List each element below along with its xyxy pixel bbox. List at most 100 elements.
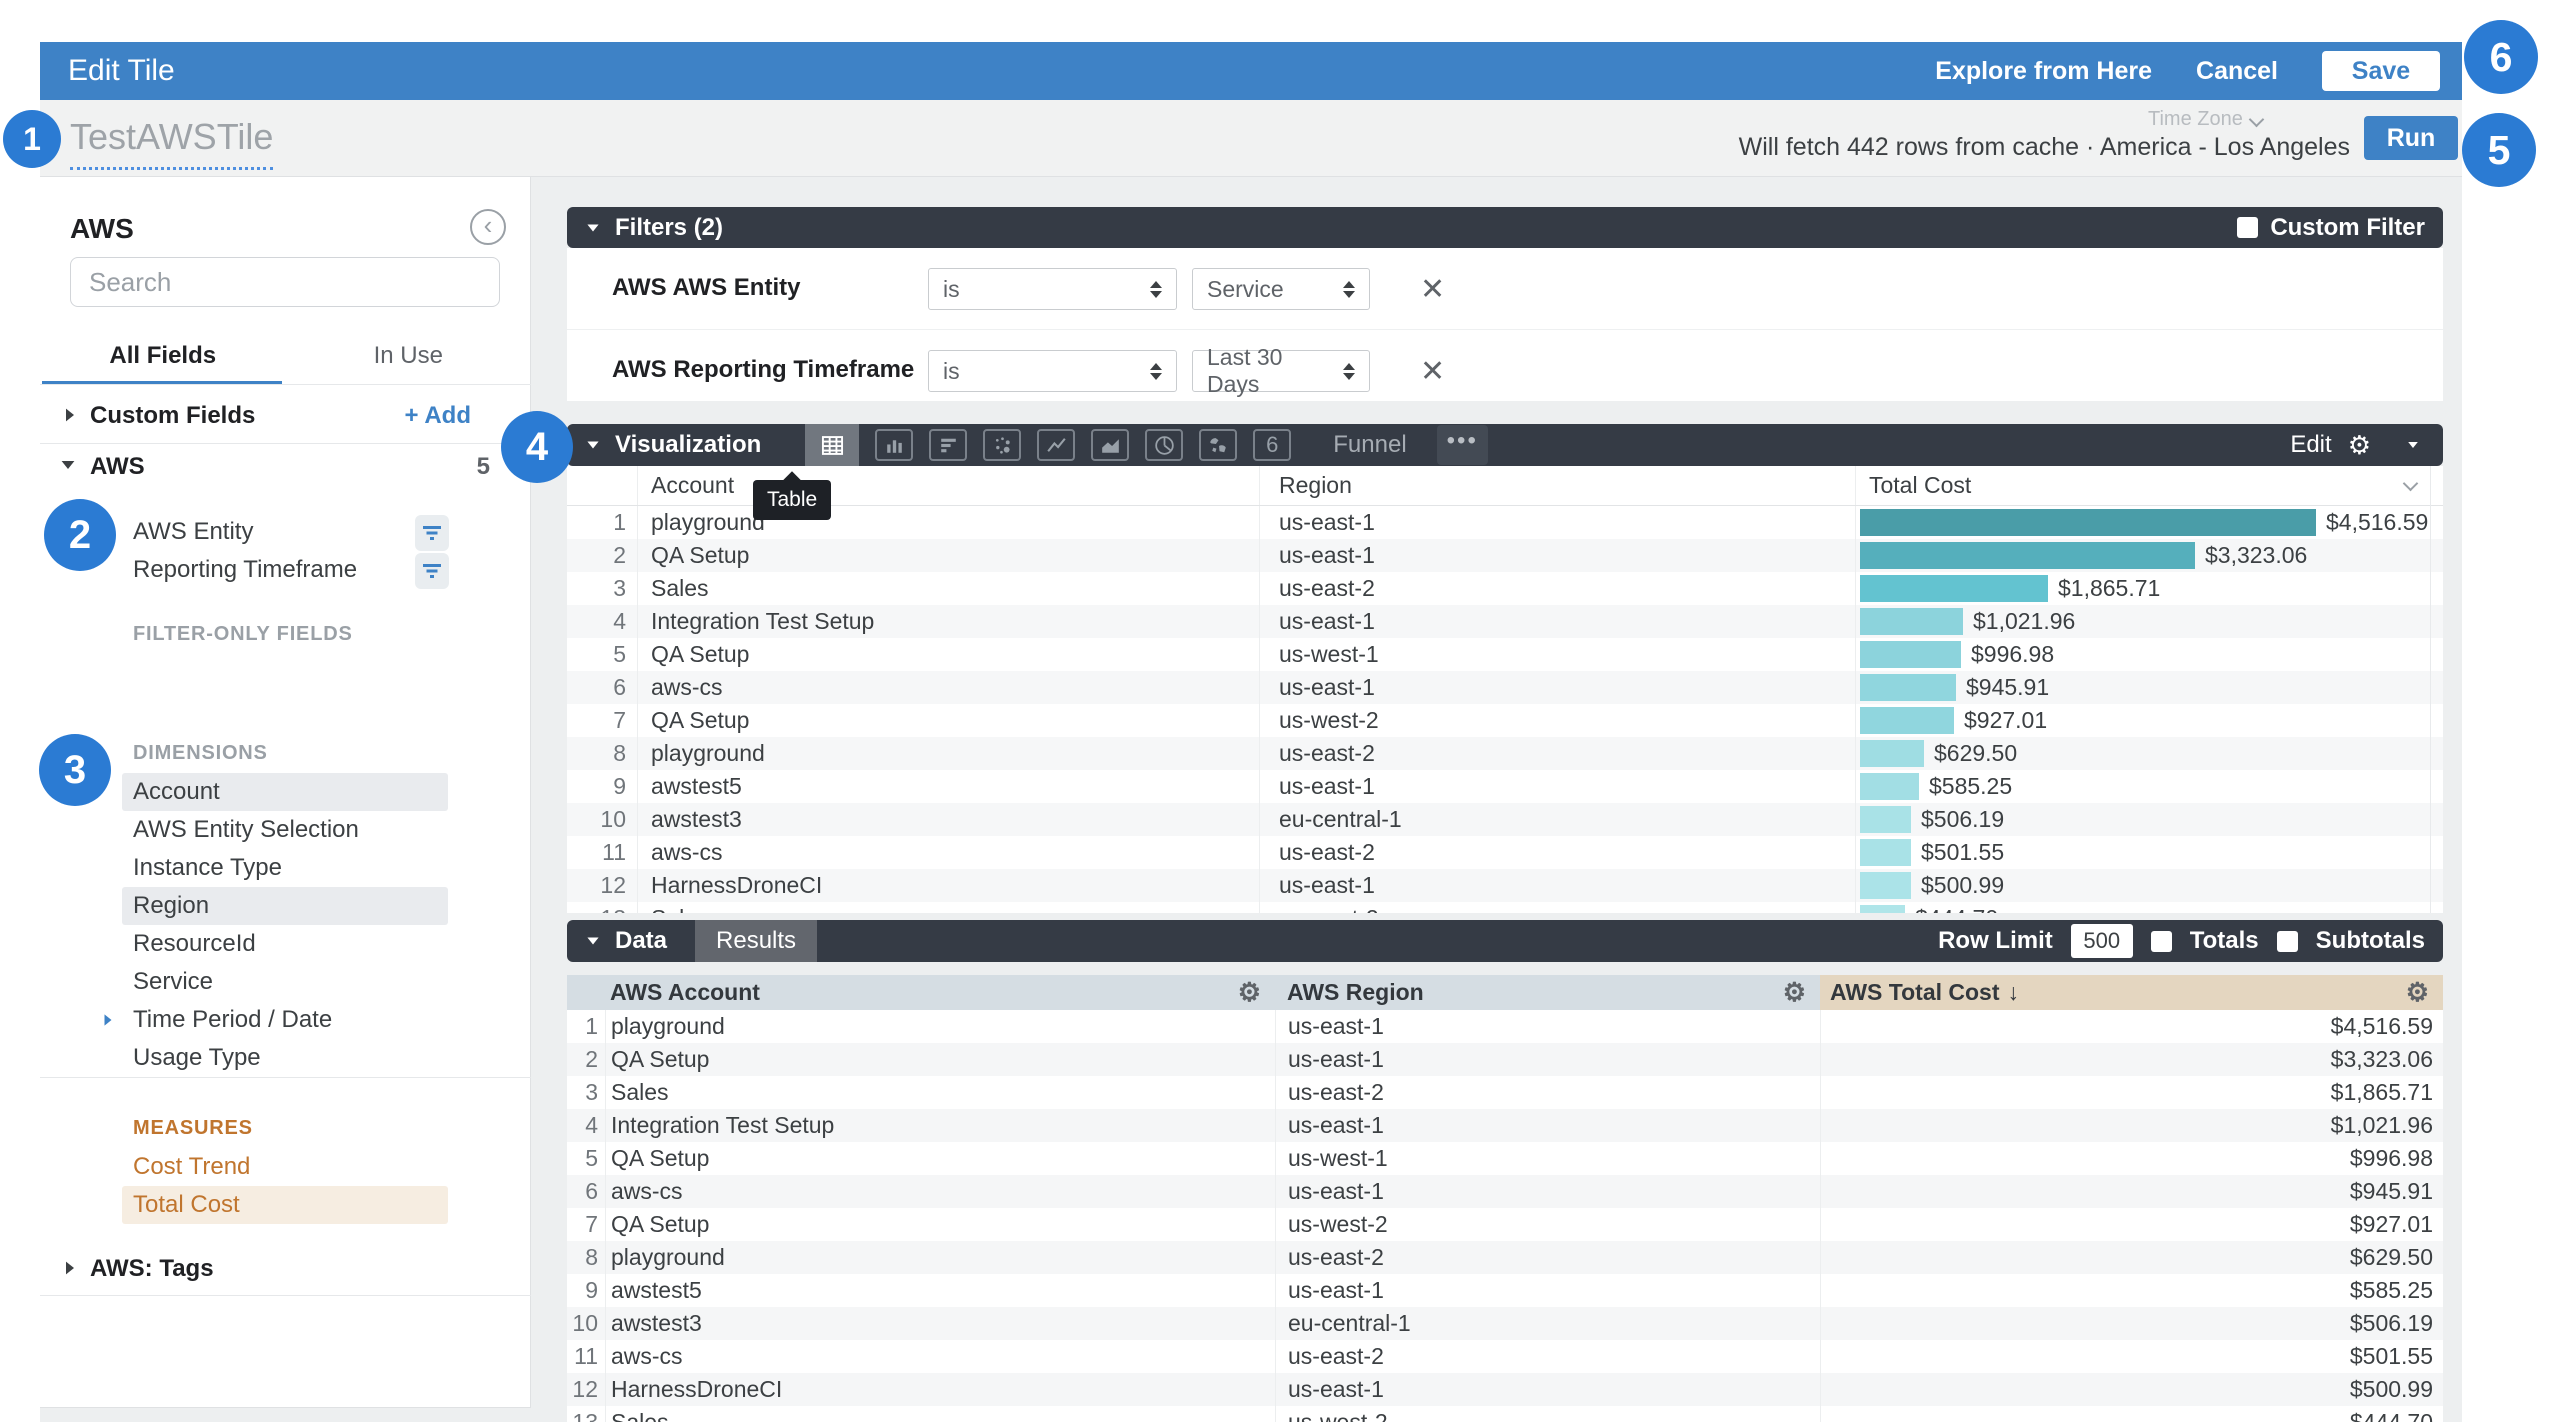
filter-value-select[interactable]: Last 30 Days	[1192, 344, 1370, 397]
cell-total-cost[interactable]: $3,323.06	[1820, 1043, 2443, 1076]
cell-account[interactable]: aws-cs	[637, 671, 1259, 704]
cell-total-cost[interactable]: $501.55	[1820, 1340, 2443, 1373]
cell-total-cost[interactable]: $927.01	[1855, 704, 2443, 737]
cell-total-cost[interactable]: $629.50	[1820, 1241, 2443, 1274]
data-section-bar[interactable]: Data Results Row Limit Totals Subtotals	[567, 920, 2443, 962]
cell-region[interactable]: us-east-1	[1259, 770, 1855, 803]
table-row[interactable]: 9 awstest5 us-east-1 $585.25	[567, 770, 2443, 803]
chevron-down-icon[interactable]	[2408, 442, 2418, 448]
cell-total-cost[interactable]: $945.91	[1820, 1175, 2443, 1208]
cell-region[interactable]: us-east-1	[1275, 1010, 1820, 1043]
cell-region[interactable]: eu-central-1	[1259, 803, 1855, 836]
cell-account[interactable]: playground	[637, 737, 1259, 770]
area-chart-icon[interactable]	[1091, 429, 1130, 461]
gear-icon[interactable]	[2406, 977, 2429, 1008]
cell-account[interactable]: QA Setup	[637, 704, 1259, 737]
cell-total-cost[interactable]: $585.25	[1855, 770, 2443, 803]
cell-account[interactable]: Integration Test Setup	[605, 1109, 1275, 1142]
gear-icon[interactable]	[1783, 977, 1806, 1008]
data-col-aws-region[interactable]: AWS Region	[1275, 975, 1820, 1010]
cell-region[interactable]: us-west-2	[1259, 704, 1855, 737]
remove-filter-icon[interactable]	[1420, 354, 1445, 389]
cell-region[interactable]: us-east-1	[1259, 869, 1855, 902]
cell-account[interactable]: Integration Test Setup	[637, 605, 1259, 638]
cell-region[interactable]: us-east-1	[1259, 605, 1855, 638]
tab-all-fields[interactable]: All Fields	[109, 342, 217, 369]
cell-region[interactable]: us-west-1	[1275, 1142, 1820, 1175]
table-row[interactable]: 4 Integration Test Setup us-east-1 $1,021.9…	[567, 605, 2443, 638]
collapse-icon[interactable]	[587, 224, 599, 231]
cell-account[interactable]: playground	[605, 1010, 1275, 1043]
cell-total-cost[interactable]: $4,516.59	[1820, 1010, 2443, 1043]
pie-chart-icon[interactable]	[1145, 429, 1184, 461]
row-limit-input[interactable]	[2070, 924, 2133, 958]
run-button[interactable]: Run	[2364, 116, 2458, 160]
save-button[interactable]: Save	[2322, 51, 2440, 91]
data-col-aws-account[interactable]: AWS Account	[567, 975, 1275, 1010]
filter-operator-select[interactable]: is	[928, 350, 1177, 392]
cell-account[interactable]: QA Setup	[637, 539, 1259, 572]
cell-account[interactable]: QA Setup	[605, 1043, 1275, 1076]
cell-region[interactable]: us-east-1	[1275, 1175, 1820, 1208]
cell-account[interactable]: awstest5	[637, 770, 1259, 803]
table-row[interactable]: 12 HarnessDroneCI us-east-1 $500.99	[567, 869, 2443, 902]
cell-region[interactable]: us-east-2	[1259, 836, 1855, 869]
table-row[interactable]: 5 QA Setup us-west-1 $996.98	[567, 638, 2443, 671]
cell-account[interactable]: QA Setup	[637, 638, 1259, 671]
cell-total-cost[interactable]: $501.55	[1855, 836, 2443, 869]
table-row[interactable]: 2 QA Setup us-east-1 $3,323.06	[567, 539, 2443, 572]
cell-total-cost[interactable]: $945.91	[1855, 671, 2443, 704]
filter-value-select[interactable]: Service	[1192, 268, 1370, 310]
scroll-gutter[interactable]	[2430, 466, 2431, 913]
cell-region[interactable]: us-east-2	[1275, 1340, 1820, 1373]
cell-region[interactable]: us-east-2	[1259, 572, 1855, 605]
cell-account[interactable]: awstest5	[605, 1274, 1275, 1307]
data-col-aws-total-cost[interactable]: AWS Total Cost ↓	[1820, 975, 2443, 1010]
cell-total-cost[interactable]: $3,323.06	[1855, 539, 2443, 572]
sidebar-field-reporting-timeframe[interactable]: Reporting Timeframe	[133, 551, 357, 589]
bar-chart-icon[interactable]	[929, 429, 968, 461]
table-row[interactable]: 7 QA Setup us-west-2 $927.01	[567, 704, 2443, 737]
filter-icon[interactable]	[415, 515, 449, 551]
table-row[interactable]: 11 aws-cs us-east-2 $501.55	[567, 1340, 2443, 1373]
custom-fields-row[interactable]: Custom Fields + Add	[40, 390, 531, 443]
single-value-icon[interactable]: 6	[1253, 429, 1292, 461]
cell-total-cost[interactable]: $996.98	[1820, 1142, 2443, 1175]
custom-filter-checkbox[interactable]	[2237, 217, 2259, 238]
table-row[interactable]: 7 QA Setup us-west-2 $927.01	[567, 1208, 2443, 1241]
sidebar-field-cost-trend[interactable]: Cost Trend	[122, 1148, 448, 1186]
table-row[interactable]: 8 playground us-east-2 $629.50	[567, 1241, 2443, 1274]
cell-region[interactable]: us-west-2	[1275, 1406, 1820, 1422]
subtotals-checkbox[interactable]	[2276, 930, 2298, 952]
cell-account[interactable]: Sales	[637, 902, 1259, 913]
sidebar-field-usage-type[interactable]: Usage Type	[122, 1039, 448, 1077]
cell-total-cost[interactable]: $1,865.71	[1820, 1076, 2443, 1109]
expand-icon[interactable]	[66, 1261, 74, 1275]
cell-total-cost[interactable]: $500.99	[1820, 1373, 2443, 1406]
table-row[interactable]: 9 awstest5 us-east-1 $585.25	[567, 1274, 2443, 1307]
cell-total-cost[interactable]: $996.98	[1855, 638, 2443, 671]
more-viz-types-button[interactable]: •••	[1436, 425, 1488, 465]
expand-icon[interactable]	[104, 1014, 112, 1026]
tab-results[interactable]: Results	[695, 920, 818, 962]
cell-region[interactable]: us-east-1	[1259, 506, 1855, 539]
cell-region[interactable]: us-east-1	[1259, 671, 1855, 704]
viz-col-total-cost[interactable]: Total Cost	[1855, 466, 2443, 505]
cell-total-cost[interactable]: $585.25	[1820, 1274, 2443, 1307]
cell-account[interactable]: aws-cs	[605, 1175, 1275, 1208]
sidebar-field-region[interactable]: Region	[122, 887, 448, 925]
edit-viz-button[interactable]: Edit	[2290, 431, 2332, 458]
table-row[interactable]: 11 aws-cs us-east-2 $501.55	[567, 836, 2443, 869]
cell-region[interactable]: us-east-2	[1275, 1076, 1820, 1109]
cell-account[interactable]: awstest3	[637, 803, 1259, 836]
sidebar-field-aws-entity-selection[interactable]: AWS Entity Selection	[122, 811, 448, 849]
tab-in-use[interactable]: In Use	[373, 342, 443, 369]
cell-total-cost[interactable]: $1,865.71	[1855, 572, 2443, 605]
filter-icon[interactable]	[415, 553, 449, 589]
cell-region[interactable]: us-east-1	[1275, 1373, 1820, 1406]
visualization-section-bar[interactable]: Visualization 6 Funnel ••• Edit	[567, 424, 2443, 466]
table-icon[interactable]	[805, 424, 860, 466]
table-row[interactable]: 1 playground us-east-1 $4,516.59	[567, 506, 2443, 539]
sidebar-field-account[interactable]: Account	[122, 773, 448, 811]
